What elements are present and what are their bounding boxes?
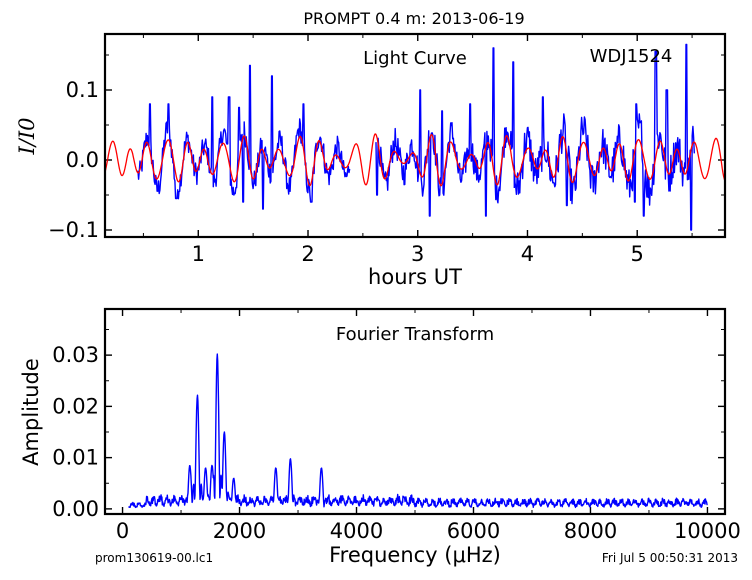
ft-y-tick-label: 0.00 [52, 497, 99, 521]
lc-x-tick-label: 3 [411, 242, 424, 266]
ft-x-tick-label: 10000 [674, 519, 741, 543]
fourier-xlabel: Frequency (μHz) [329, 543, 501, 567]
fourier-frame [103, 307, 727, 516]
footer-timestamp: Fri Jul 5 00:50:31 2013 [602, 551, 738, 565]
lc-y-tick-label: 0.1 [66, 78, 99, 102]
lc-y-tick-label: −0.1 [48, 218, 99, 242]
fourier-panel: 0 2000 4000 6000 8000 10000 0.00 0.01 0.02 0.03 F… [19, 307, 741, 567]
ft-x-tick-label: 6000 [447, 519, 500, 543]
light-curve-data-series [137, 43, 695, 231]
light-curve-panel: 1 2 3 4 5 −0.1 0.0 0.1 Light Curve WDJ1524 hour… [15, 32, 727, 289]
fourier-ticks [105, 309, 725, 514]
lc-x-tick-label: 5 [631, 242, 644, 266]
light-curve-model-series [105, 133, 725, 187]
light-curve-ylabel: I/I0 [15, 117, 39, 155]
fourier-tick-labels: 0 2000 4000 6000 8000 10000 0.00 0.01 0.02 0.03 [52, 343, 741, 543]
ft-x-tick-label: 2000 [213, 519, 266, 543]
fourier-label: Fourier Transform [336, 324, 494, 345]
fourier-amplitude-series [128, 353, 708, 509]
fourier-ylabel: Amplitude [19, 358, 43, 466]
light-curve-label: Light Curve [363, 48, 467, 69]
lc-y-tick-label: 0.0 [66, 148, 99, 172]
light-curve-xlabel: hours UT [368, 265, 462, 289]
figure-title: PROMPT 0.4 m: 2013-06-19 [303, 9, 524, 28]
light-curve-frame [103, 32, 727, 239]
object-label: WDJ1524 [590, 46, 673, 67]
light-curve-tick-labels: 1 2 3 4 5 −0.1 0.0 0.1 [48, 78, 644, 266]
lc-x-tick-label: 2 [301, 242, 314, 266]
ft-y-tick-label: 0.03 [52, 343, 99, 367]
ft-x-tick-label: 0 [116, 519, 129, 543]
lc-x-tick-label: 1 [192, 242, 205, 266]
lc-x-tick-label: 4 [521, 242, 534, 266]
ft-x-tick-label: 8000 [564, 519, 617, 543]
footer-filename: prom130619-00.lc1 [95, 551, 213, 565]
ft-y-tick-label: 0.01 [52, 446, 99, 470]
ft-y-tick-label: 0.02 [52, 394, 99, 418]
ft-x-tick-label: 4000 [330, 519, 383, 543]
